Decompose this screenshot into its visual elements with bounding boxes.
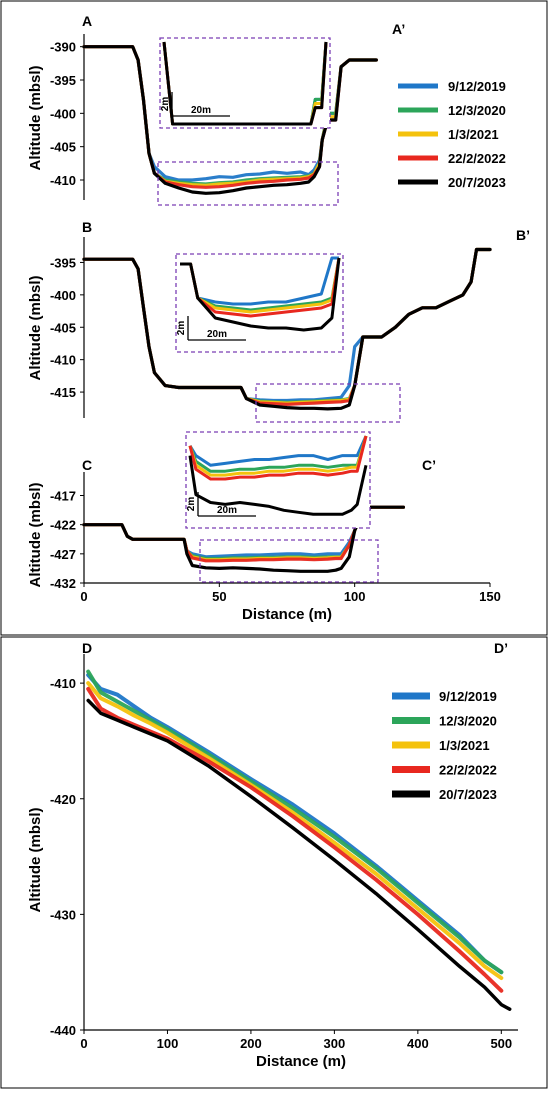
series-line-B-4	[82, 247, 492, 411]
inset-box-A	[159, 37, 331, 129]
inset-scale-horizontal-label-C: 20m	[217, 505, 237, 516]
panel-label-B-prime: B’	[516, 227, 530, 243]
panel-label-C: C	[82, 457, 92, 473]
inset-scale-vertical-label-A: 2m	[160, 97, 171, 112]
ytick-label-C: -417	[50, 489, 76, 504]
inset-series-line-C-1	[188, 435, 368, 473]
xtick-label-D: 200	[240, 1036, 262, 1051]
legend-D: 9/12/2019 12/3/2020 1/3/2021 22/2/2022 20/7/…	[392, 689, 497, 802]
inset-A: 2m 20m	[157, 37, 339, 206]
ylabel-D: Altitude (mbsl)	[27, 808, 44, 913]
legend-label-D-0: 9/12/2019	[439, 689, 497, 704]
inset-scale-vertical-label-B: 2m	[176, 321, 187, 336]
ytick-label-D: -420	[50, 792, 76, 807]
legend-label-D-3: 22/2/2022	[439, 763, 497, 778]
legend-label-D-1: 12/3/2020	[439, 714, 497, 729]
ylabel-B: Altitude (mbsl)	[27, 276, 44, 381]
trough-highlight-box-C	[199, 539, 379, 583]
inset-series-line-C-4	[188, 455, 368, 516]
insets-layer: 2m 20m 2m 20m 2m 20m	[157, 37, 401, 583]
xtick-label-D: 500	[490, 1036, 512, 1051]
legend-A: 9/12/2019 12/3/2020 1/3/2021 22/2/2022 20/7/…	[398, 79, 506, 190]
bottom-figure-frame	[0, 636, 548, 1089]
inset-series-line-C-2	[188, 435, 368, 477]
legends-layer: 9/12/2019 12/3/2020 1/3/2021 22/2/2022 20/7/…	[392, 79, 506, 802]
xtick-label-D: 400	[407, 1036, 429, 1051]
xtick-label-D: 100	[157, 1036, 179, 1051]
legend-label-D-4: 20/7/2023	[439, 787, 497, 802]
ytick-label-B: -415	[50, 385, 76, 400]
ylabel-A: Altitude (mbsl)	[27, 66, 44, 171]
ytick-label-D: -440	[50, 1023, 76, 1038]
trough-highlight-box-B	[255, 383, 401, 423]
legend-label-A-2: 1/3/2021	[448, 127, 499, 142]
inset-series-line-C-0	[188, 435, 368, 467]
xlabel-C: Distance (m)	[242, 606, 332, 623]
inset-B: 2m 20m	[175, 253, 401, 423]
series-line-D-3	[86, 686, 504, 993]
panel-D: -410 -420 -430 -440 0 100 200 300 400 500 Distance…	[50, 654, 518, 1070]
xtick-label-C: 0	[80, 589, 87, 604]
ytick-label-A: -400	[50, 106, 76, 121]
ytick-label-D: -410	[50, 676, 76, 691]
xtick-label-D: 300	[324, 1036, 346, 1051]
panel-label-D: D	[82, 640, 92, 656]
legend-label-A-0: 9/12/2019	[448, 79, 506, 94]
legend-label-A-1: 12/3/2020	[448, 103, 506, 118]
top-figure-frame	[0, 0, 548, 636]
panel-label-C-prime: C’	[422, 457, 436, 473]
ytick-label-C: -432	[50, 576, 76, 591]
panel-label-A-prime: A’	[392, 21, 405, 37]
series-line-D-1	[86, 669, 504, 975]
legend-label-A-3: 22/2/2022	[448, 151, 506, 166]
inset-scale-horizontal-label-B: 20m	[207, 329, 227, 340]
inset-C: 2m 20m	[185, 431, 379, 583]
panel-label-A: A	[82, 13, 92, 29]
xtick-label-C: 50	[212, 589, 226, 604]
inset-series-line-C-3	[188, 435, 368, 481]
panel-A: -390 -395 -400 -405 -410	[50, 34, 378, 200]
ytick-label-A: -405	[50, 140, 76, 155]
ylabel-C: Altitude (mbsl)	[27, 483, 44, 588]
inset-series-line-A-4	[162, 41, 328, 126]
ytick-label-B: -410	[50, 353, 76, 368]
plots-layer: -390 -395 -400 -405 -410 -395 -400 -405 -410 -415…	[50, 34, 518, 1070]
ytick-label-A: -390	[50, 40, 76, 55]
ytick-label-D: -430	[50, 907, 76, 922]
panel-label-B: B	[82, 219, 92, 235]
xtick-label-C: 150	[479, 589, 501, 604]
ytick-label-B: -405	[50, 320, 76, 335]
ytick-label-C: -422	[50, 518, 76, 533]
inset-scale-vertical-label-C: 2m	[186, 497, 197, 512]
ytick-label-B: -400	[50, 288, 76, 303]
xtick-label-D: 0	[80, 1036, 87, 1051]
series-line-D-4	[86, 698, 512, 1011]
ytick-label-A: -395	[50, 73, 76, 88]
xlabel-D: Distance (m)	[256, 1053, 346, 1070]
legend-label-A-4: 20/7/2023	[448, 175, 506, 190]
ytick-label-A: -410	[50, 173, 76, 188]
ytick-label-C: -427	[50, 547, 76, 562]
panel-B: -395 -400 -405 -410 -415	[50, 237, 492, 418]
legend-label-D-2: 1/3/2021	[439, 738, 490, 753]
inset-series-line-B-4	[180, 257, 341, 332]
series-line-A-4	[82, 45, 378, 195]
xtick-label-C: 100	[344, 589, 366, 604]
inset-scale-horizontal-label-A: 20m	[191, 105, 211, 116]
panel-label-D-prime: D’	[494, 640, 508, 656]
ytick-label-B: -395	[50, 255, 76, 270]
